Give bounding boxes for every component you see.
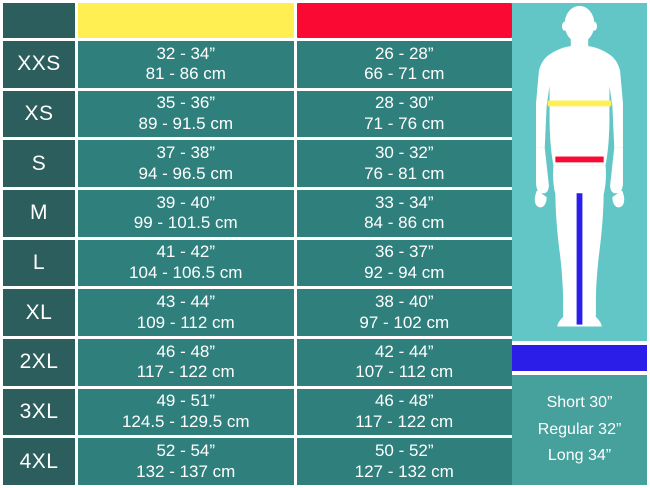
chest-measure-line — [547, 100, 612, 107]
value-inches: 28 - 30” — [374, 93, 434, 113]
value-inches: 52 - 54” — [156, 440, 216, 460]
table-row: XL 43 - 44” 109 - 112 cm 38 - 40” 97 - 102 c… — [3, 289, 512, 337]
leg-length-option: Long 34” — [547, 447, 612, 465]
value-centimeters: 76 - 81 cm — [364, 163, 445, 183]
value-inches: 26 - 28” — [374, 43, 434, 63]
size-label-cell: XS — [3, 90, 75, 138]
waist-measurement-cell: 30 - 32” 76 - 81 cm — [296, 140, 512, 188]
value-inches: 36 - 37” — [374, 242, 434, 262]
value-centimeters: 109 - 112 cm — [136, 312, 235, 332]
waist-measurement-cell: 46 - 48” 117 - 122 cm — [296, 388, 512, 436]
value-inches: 41 - 42” — [156, 242, 216, 262]
size-label-cell: L — [3, 239, 75, 287]
value-centimeters: 84 - 86 cm — [364, 213, 445, 233]
value-centimeters: 97 - 102 cm — [359, 312, 450, 332]
table-row: L 41 - 42” 104 - 106.5 cm 36 - 37” 92 - 94 c… — [3, 239, 512, 287]
value-centimeters: 66 - 71 cm — [364, 64, 445, 84]
size-label-cell: 3XL — [3, 388, 75, 436]
figure-panel: Short 30” Regular 32” Long 34” — [512, 0, 650, 488]
value-centimeters: 99 - 101.5 cm — [133, 213, 238, 233]
value-centimeters: 89 - 91.5 cm — [138, 114, 234, 133]
size-label-cell: M — [3, 190, 75, 237]
inseam-measure-line — [576, 193, 583, 325]
value-centimeters: 71 - 76 cm — [364, 114, 445, 133]
table-row: XXS 32 - 34” 81 - 86 cm 26 - 28” 66 - 71 cm — [3, 41, 512, 88]
male-body-silhouette-icon — [534, 5, 625, 327]
waist-measure-line — [555, 156, 604, 163]
chest-measurement-cell: 41 - 42” 104 - 106.5 cm — [78, 239, 294, 287]
waist-measurement-cell: 36 - 37” 92 - 94 cm — [296, 239, 512, 287]
table-row: S 37 - 38” 94 - 96.5 cm 30 - 32” 76 - 81 cm — [3, 140, 512, 188]
chest-measurement-cell: 37 - 38” 94 - 96.5 cm — [78, 140, 294, 188]
value-inches: 43 - 44” — [156, 291, 216, 311]
table-row: XS 35 - 36” 89 - 91.5 cm 28 - 30” 71 - 76 cm — [3, 90, 512, 138]
value-centimeters: 132 - 137 cm — [136, 461, 236, 481]
table-row: 3XL 49 - 51” 124.5 - 129.5 cm 46 - 48” 117 -… — [3, 388, 512, 436]
leg-length-legend: Short 30” Regular 32” Long 34” — [512, 375, 647, 485]
value-inches: 49 - 51” — [156, 391, 216, 411]
size-label-cell: 4XL — [3, 438, 75, 486]
size-label-cell: 2XL — [3, 339, 75, 386]
table-row: M 39 - 40” 99 - 101.5 cm 33 - 34” 84 - 86 cm — [3, 190, 512, 237]
chest-measurement-cell: 52 - 54” 132 - 137 cm — [78, 438, 294, 486]
header-corner-cell — [3, 3, 75, 38]
table-body: XXS 32 - 34” 81 - 86 cm 26 - 28” 66 - 71 cm X… — [3, 41, 512, 486]
waist-measurement-cell: 42 - 44” 107 - 112 cm — [296, 339, 512, 386]
chest-measurement-cell: 49 - 51” 124.5 - 129.5 cm — [78, 388, 294, 436]
chest-measurement-cell: 39 - 40” 99 - 101.5 cm — [78, 190, 294, 237]
value-centimeters: 117 - 122 cm — [136, 362, 235, 382]
waist-measurement-cell: 28 - 30” 71 - 76 cm — [296, 90, 512, 138]
value-centimeters: 124.5 - 129.5 cm — [121, 412, 250, 432]
value-centimeters: 127 - 132 cm — [354, 461, 454, 481]
size-label-cell: XXS — [3, 41, 75, 88]
size-table: XXS 32 - 34” 81 - 86 cm 26 - 28” 66 - 71 cm X… — [3, 3, 512, 486]
value-inches: 42 - 44” — [374, 341, 434, 361]
waist-swatch-icon — [296, 3, 512, 38]
value-inches: 50 - 52” — [374, 440, 434, 460]
table-row: 4XL 52 - 54” 132 - 137 cm 50 - 52” 127 - 132… — [3, 438, 512, 486]
value-centimeters: 92 - 94 cm — [364, 263, 445, 283]
chest-swatch-icon — [78, 3, 294, 38]
inseam-color-bar — [512, 345, 647, 371]
waist-measurement-cell: 26 - 28” 66 - 71 cm — [296, 41, 512, 88]
value-inches: 37 - 38” — [156, 142, 216, 162]
size-label-cell: S — [3, 140, 75, 188]
table-header-row — [3, 3, 512, 38]
value-centimeters: 94 - 96.5 cm — [138, 163, 234, 183]
value-inches: 35 - 36” — [156, 93, 216, 113]
value-inches: 46 - 48” — [156, 341, 216, 361]
value-centimeters: 81 - 86 cm — [145, 64, 226, 84]
waist-measurement-cell: 38 - 40” 97 - 102 cm — [296, 289, 512, 337]
leg-length-option: Regular 32” — [537, 420, 622, 438]
value-inches: 33 - 34” — [374, 192, 434, 212]
waist-measurement-cell: 33 - 34” 84 - 86 cm — [296, 190, 512, 237]
value-centimeters: 107 - 112 cm — [355, 362, 454, 382]
table-row: 2XL 46 - 48” 117 - 122 cm 42 - 44” 107 - 112… — [3, 339, 512, 386]
body-figure-container — [512, 3, 647, 341]
size-label-cell: XL — [3, 289, 75, 337]
value-inches: 38 - 40” — [374, 291, 434, 311]
value-inches: 46 - 48” — [374, 391, 434, 411]
chest-measurement-cell: 43 - 44” 109 - 112 cm — [78, 289, 294, 337]
value-inches: 39 - 40” — [156, 192, 216, 212]
chest-measurement-cell: 46 - 48” 117 - 122 cm — [78, 339, 294, 386]
waist-measurement-cell: 50 - 52” 127 - 132 cm — [296, 438, 512, 486]
value-centimeters: 117 - 122 cm — [355, 412, 454, 432]
chest-measurement-cell: 35 - 36” 89 - 91.5 cm — [78, 90, 294, 138]
value-inches: 30 - 32” — [374, 142, 434, 162]
value-centimeters: 104 - 106.5 cm — [129, 263, 243, 283]
chest-measurement-cell: 32 - 34” 81 - 86 cm — [78, 41, 294, 88]
leg-length-option: Short 30” — [546, 393, 613, 411]
value-inches: 32 - 34” — [156, 43, 216, 63]
